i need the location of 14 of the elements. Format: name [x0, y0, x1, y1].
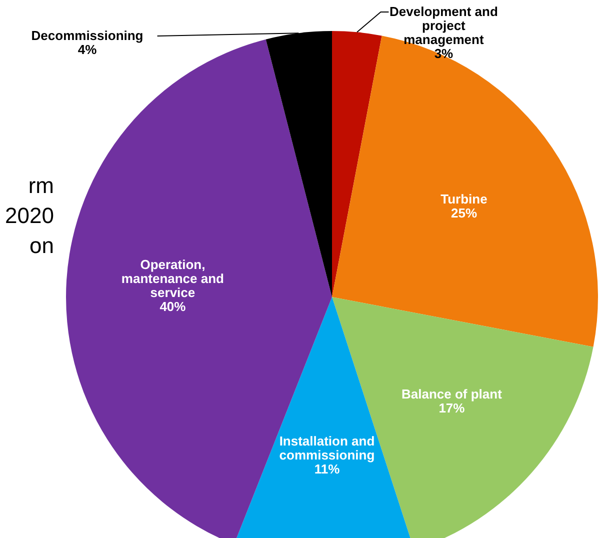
slice-label: Decommissioning — [31, 28, 144, 43]
data-label: 11% — [314, 462, 340, 477]
text: 2020 — [5, 203, 54, 228]
text: on — [30, 233, 54, 258]
slice-label: Operation, mantenance and service — [121, 256, 224, 300]
data-label: 17% — [438, 400, 466, 416]
data-label: 25% — [450, 205, 478, 220]
slice-label: Turbine — [440, 191, 488, 206]
text: rm — [28, 173, 54, 198]
data-label: 40% — [160, 298, 186, 314]
data-label: 4% — [78, 42, 98, 57]
slice-label: Balance of plant — [402, 386, 503, 402]
slice-label: Development and project management — [390, 4, 498, 47]
slice-label: Installation and commissioning — [279, 434, 375, 463]
